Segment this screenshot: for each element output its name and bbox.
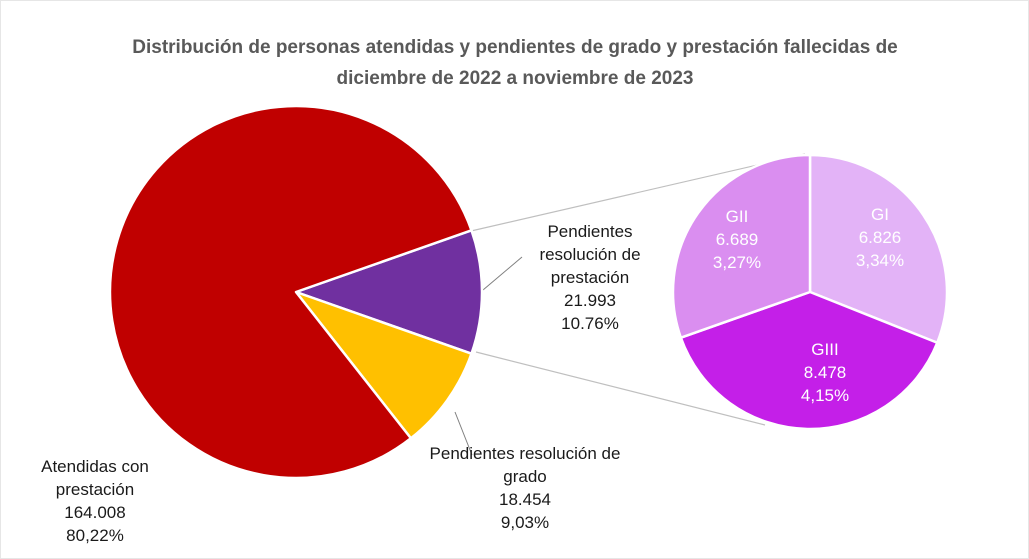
percent-label: 4,15% [800,386,850,405]
value-label: 8.478 [803,363,847,382]
category-label: Atendidas con prestación [41,457,149,499]
category-label: GII [725,207,749,226]
data-label-group: Pendientes resolución de prestación 21.99… [510,220,670,335]
data-label-group: Atendidas con prestación 164.008 80,22% [15,455,175,547]
connector [475,351,766,426]
data-label-group: GI 6.826 3,34% [840,203,920,272]
pie-slice [294,229,484,355]
value-label: 6.689 [715,230,759,249]
percent-label: 10.76% [561,314,619,333]
percent-label: 3,34% [855,251,905,270]
pie-slice [294,290,473,440]
percent-label: 80,22% [66,526,124,545]
data-label-group: Pendientes resolución de grado 18.454 9,03… [425,442,625,534]
pie-slice [808,153,949,344]
percent-label: 9,03% [500,513,550,532]
data-label-group: GII 6.689 3,27% [697,205,777,274]
connector [470,153,806,232]
value-label: 21.993 [564,291,616,310]
data-label-group: GIII 8.478 4,15% [785,338,865,407]
category-label: GI [871,205,889,224]
pie-slice [671,153,812,339]
value-label: 164.008 [64,503,126,522]
category-label: Pendientes resolución de prestación [539,222,641,287]
category-label: Pendientes resolución de grado [429,444,621,486]
chart-title: Distribución de personas atendidas y pen… [132,37,898,89]
value-label: 18.454 [499,490,551,509]
leader-line [454,411,473,456]
percent-label: 3,27% [712,253,762,272]
value-label: 6.826 [858,228,902,247]
pie-slice [108,104,473,480]
leader-line [482,256,523,291]
category-label: GIII [811,340,839,359]
pie-slice [679,290,939,431]
